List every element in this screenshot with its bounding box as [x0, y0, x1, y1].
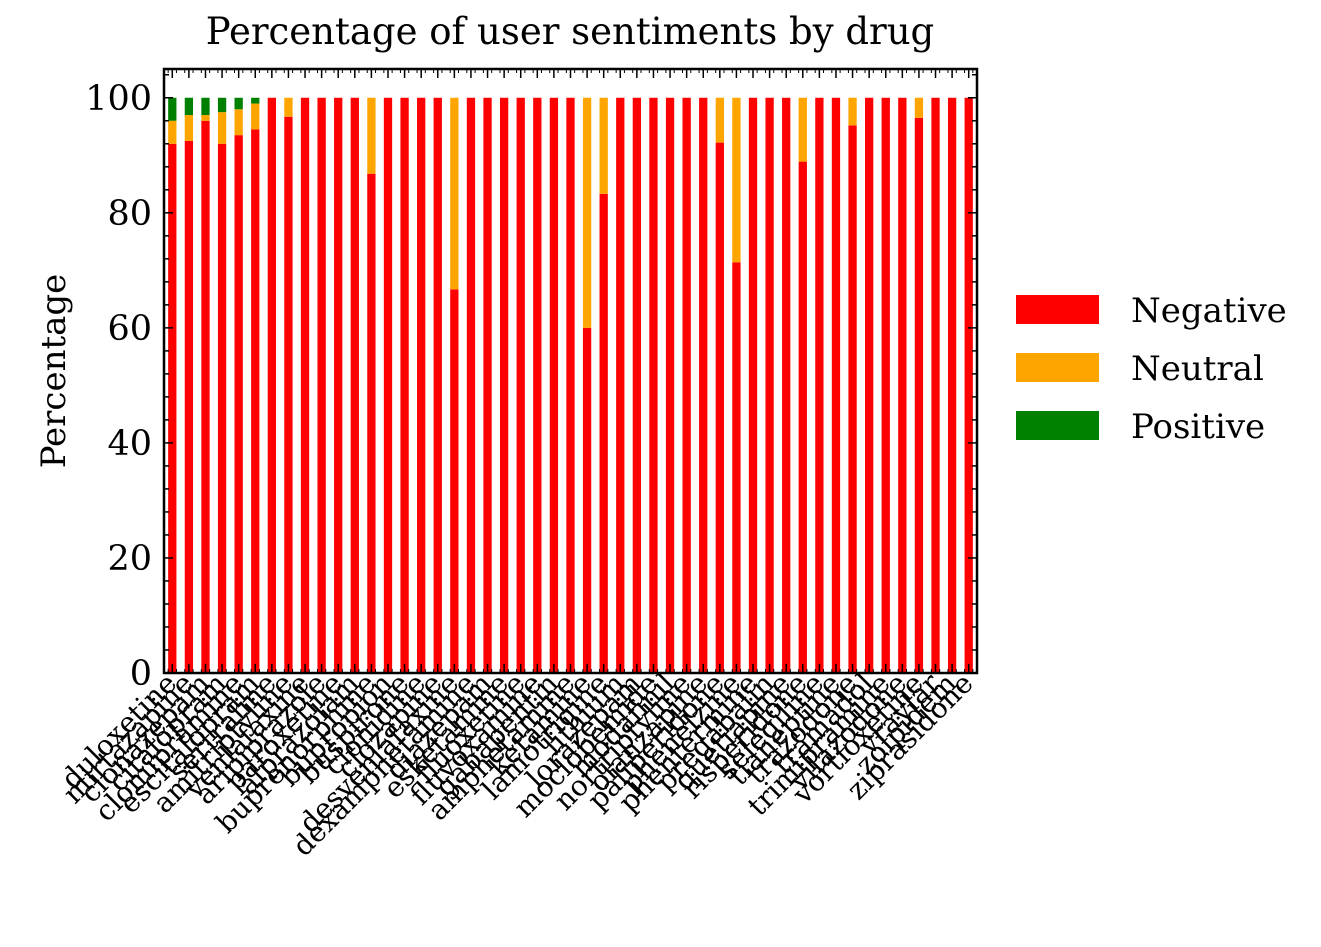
bar-negative-vraylar — [931, 97, 940, 673]
bar-negative-aripiprazole — [317, 97, 326, 673]
bars-group — [168, 97, 973, 674]
bar-negative-gabapentin — [549, 97, 559, 673]
bar-neutral-ketamine — [582, 97, 592, 328]
bar-negative-clomipramine — [234, 135, 243, 674]
y-tick-label: 100 — [85, 79, 152, 119]
bar-negative-fluvoxamine — [533, 97, 542, 673]
bar-neutral-risperidone — [798, 97, 807, 162]
bar-negative-phenelzine — [732, 262, 741, 673]
bar-positive-clonazepam — [201, 97, 210, 116]
bar-positive-escitalopram — [251, 97, 260, 104]
bar-negative-amphetamine — [566, 97, 575, 673]
bar-negative-moclobemide — [649, 97, 658, 673]
bar-negative-vortioxetine — [914, 117, 924, 673]
bar-negative-lithium — [616, 97, 625, 673]
bar-neutral-trazodone — [848, 97, 857, 126]
bar-negative-tianeptine — [831, 97, 841, 673]
bar-negative-bupropion — [383, 97, 393, 673]
y-tick-labels: 0 20 40 60 80 100 — [85, 79, 152, 694]
x-tick-labels: duloxetinemirtazapineclonazepamcitalopra… — [55, 666, 980, 862]
legend: Negative Neutral Positive — [1016, 291, 1287, 447]
bar-neutral-citalopram — [217, 112, 227, 144]
bar-negative-tramadol — [865, 97, 874, 673]
bar-positive-citalopram — [217, 97, 227, 113]
legend-label-positive: Positive — [1131, 407, 1265, 447]
bar-neutral-clomipramine — [234, 109, 243, 136]
bar-neutral-escitalopram — [251, 103, 260, 130]
bar-negative-lorazepam — [632, 97, 642, 673]
bar-negative-ketamine — [582, 327, 592, 673]
y-tick-label: 0 — [130, 654, 152, 694]
bar-negative-ziprasidone — [964, 97, 973, 673]
bar-negative-olanzapine — [699, 97, 708, 673]
bar-neutral-vortioxetine — [914, 97, 924, 118]
legend-label-negative: Negative — [1131, 291, 1287, 331]
chart-title: Percentage of user sentiments by drug — [206, 10, 935, 53]
legend-swatch-neutral — [1016, 353, 1099, 382]
y-tick-label: 40 — [107, 424, 152, 464]
bar-negative-vilazodone — [898, 97, 907, 673]
bar-negative-clonazepam — [201, 120, 210, 674]
y-tick-label: 20 — [107, 539, 152, 579]
bar-neutral-duloxetine — [168, 120, 177, 144]
bar-negative-alprazolam — [350, 97, 359, 673]
bar-negative-escitalopram — [251, 129, 260, 673]
bar-negative-quetiapine — [782, 97, 791, 673]
bar-negative-trimipramine — [881, 97, 890, 673]
bar-negative-venlafaxine — [300, 97, 310, 673]
y-axis-label: Percentage — [34, 274, 74, 469]
bar-negative-amitriptyline — [284, 116, 293, 674]
bar-negative-citalopram — [217, 143, 227, 673]
bar-neutral-amitriptyline — [284, 97, 293, 117]
legend-swatch-negative — [1016, 295, 1099, 324]
y-tick-label: 60 — [107, 309, 152, 349]
bar-negative-clozapine — [433, 97, 442, 673]
bar-negative-selegiline — [815, 97, 824, 673]
bar-negative-pregabalin — [765, 97, 774, 673]
bar-negative-zolpidem — [947, 97, 957, 673]
bar-negative-diazepam — [483, 97, 492, 673]
bar-neutral-lamotrigine — [599, 97, 608, 194]
bar-negative-paliperidone — [715, 142, 724, 673]
bar-neutral-clonazepam — [201, 115, 210, 121]
bar-negative-trazodone — [848, 125, 857, 673]
bar-positive-mirtazapine — [184, 97, 194, 116]
bar-negative-esketamine — [499, 97, 509, 673]
bar-negative-fluoxetine — [516, 97, 525, 673]
bar-negative-buprenorphine — [367, 173, 376, 673]
bar-negative-lamotrigine — [599, 193, 608, 673]
legend-label-neutral: Neutral — [1131, 349, 1264, 389]
bar-negative-mirtazapine — [184, 140, 194, 673]
bar-neutral-mirtazapine — [184, 115, 194, 141]
bar-negative-duloxetine — [168, 143, 177, 673]
bar-neutral-desvenlafaxine — [450, 97, 459, 290]
bar-negative-clonidine — [417, 97, 426, 673]
bar-neutral-phenelzine — [732, 97, 741, 263]
bar-negative-paroxetine — [334, 97, 343, 673]
bar-negative-nortriptyline — [682, 97, 691, 673]
bar-negative-modafinil — [665, 97, 675, 673]
bar-negative-phentermine — [748, 97, 758, 673]
bar-negative-dexamphetamine — [466, 97, 476, 673]
legend-swatch-positive — [1016, 411, 1099, 440]
bar-positive-clomipramine — [234, 97, 243, 110]
bar-positive-duloxetine — [168, 97, 177, 121]
bar-negative-desvenlafaxine — [450, 289, 459, 673]
bar-neutral-buprenorphine — [367, 97, 376, 174]
bar-negative-buspirone — [400, 97, 409, 673]
bar-negative-risperidone — [798, 161, 807, 673]
y-tick-label: 80 — [107, 194, 152, 234]
bar-negative-sertraline — [267, 97, 276, 673]
plot-frame — [162, 67, 979, 675]
bar-neutral-paliperidone — [715, 97, 724, 143]
